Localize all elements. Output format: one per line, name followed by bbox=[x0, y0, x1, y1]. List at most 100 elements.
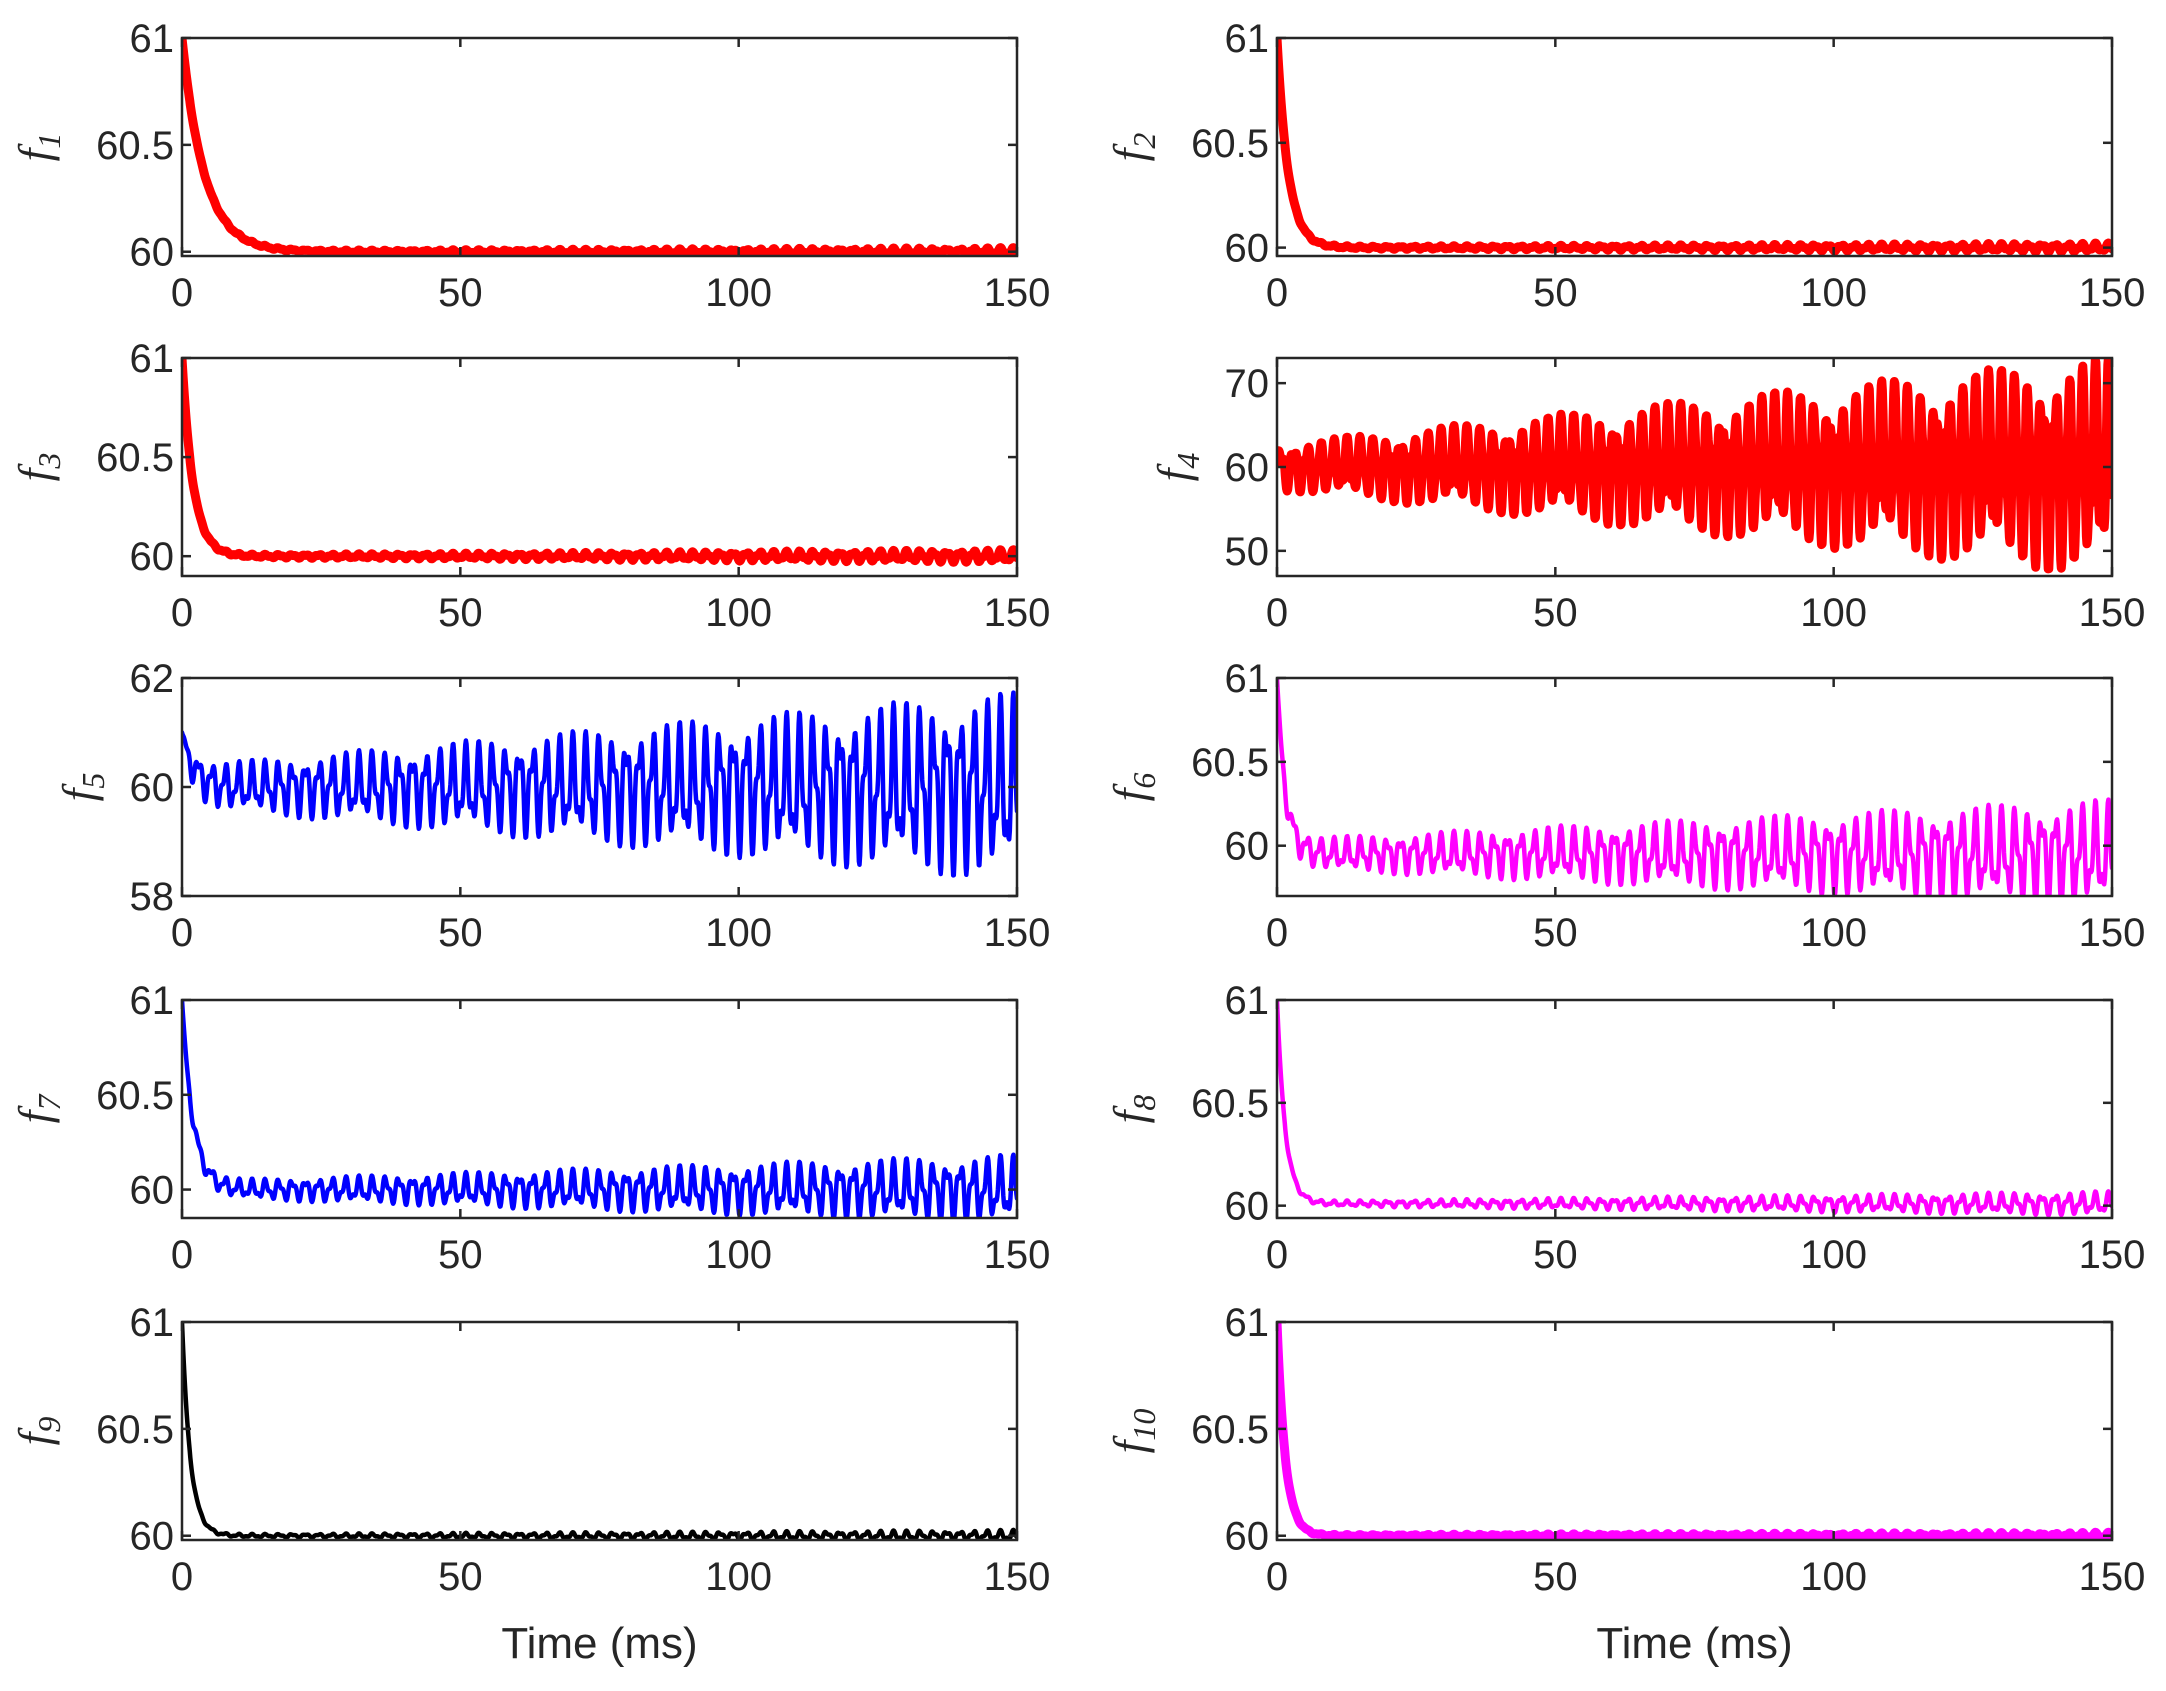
x-tick-label: 50 bbox=[438, 271, 483, 315]
axes-box-f7 bbox=[180, 998, 1019, 1220]
y-tick-label: 61 bbox=[130, 337, 175, 381]
x-axis-label: Time (ms) bbox=[501, 1619, 697, 1668]
y-tick-label: 60 bbox=[1225, 1515, 1270, 1559]
subplot-f5: 0 50 100 150 58 60 62 f5 bbox=[53, 657, 1050, 955]
x-axis-label: Time (ms) bbox=[1596, 1619, 1792, 1668]
x-tick-label: 0 bbox=[1266, 271, 1288, 315]
x-tick-label: 150 bbox=[984, 1233, 1051, 1277]
axes-box-f3 bbox=[180, 356, 1019, 578]
x-tick-label: 150 bbox=[2079, 591, 2146, 635]
y-tick-label: 60.5 bbox=[96, 124, 174, 168]
y-axis-label-f6: f6 bbox=[1104, 773, 1162, 802]
series-line-f5 bbox=[182, 690, 1017, 878]
y-tick-label: 60 bbox=[130, 766, 175, 810]
y-axis-label-f2: f2 bbox=[1104, 133, 1162, 162]
x-tick-label: 50 bbox=[438, 1233, 483, 1277]
y-axis-label-f7: f7 bbox=[9, 1093, 67, 1124]
x-tick-label: 100 bbox=[705, 591, 772, 635]
subplot-f3: 0 50 100 150 60 60.5 61 f3 bbox=[9, 337, 1050, 635]
x-tick-label: 100 bbox=[1800, 911, 1867, 955]
x-tick-label: 150 bbox=[984, 271, 1051, 315]
x-tick-label: 50 bbox=[1533, 1233, 1578, 1277]
y-tick-label: 60.5 bbox=[96, 1074, 174, 1118]
y-tick-label: 60.5 bbox=[1191, 741, 1269, 785]
y-tick-label: 60 bbox=[130, 1515, 175, 1559]
x-tick-label: 150 bbox=[984, 1555, 1051, 1599]
x-tick-label: 0 bbox=[171, 591, 193, 635]
x-tick-label: 150 bbox=[2079, 911, 2146, 955]
axes-box-f6 bbox=[1275, 676, 2114, 898]
x-tick-label: 0 bbox=[171, 1555, 193, 1599]
y-tick-label: 60 bbox=[1225, 227, 1270, 271]
axes-box-f10 bbox=[1275, 1320, 2114, 1542]
series-line-f9 bbox=[182, 1322, 1017, 1540]
x-tick-label: 0 bbox=[1266, 911, 1288, 955]
x-tick-label: 0 bbox=[1266, 591, 1288, 635]
y-tick-label: 61 bbox=[130, 1301, 175, 1345]
x-tick-label: 50 bbox=[1533, 591, 1578, 635]
y-tick-label: 61 bbox=[1225, 17, 1270, 61]
x-tick-label: 150 bbox=[984, 911, 1051, 955]
y-axis-label-f10: f10 bbox=[1104, 1409, 1162, 1454]
axes-box-f2 bbox=[1275, 36, 2114, 258]
series-line-f7 bbox=[182, 1000, 1017, 1218]
x-tick-label: 0 bbox=[1266, 1555, 1288, 1599]
y-tick-label: 60.5 bbox=[1191, 1408, 1269, 1452]
subplot-f7: 0 50 100 150 60 60.5 61 f7 bbox=[9, 979, 1050, 1277]
y-tick-label: 61 bbox=[1225, 1301, 1270, 1345]
series-line-f1 bbox=[182, 38, 1017, 256]
x-tick-label: 100 bbox=[705, 1555, 772, 1599]
subplot-f8: 0 50 100 150 60 60.5 61 f8 bbox=[1104, 979, 2145, 1277]
axes-box-f9 bbox=[180, 1320, 1019, 1542]
x-tick-label: 150 bbox=[2079, 1555, 2146, 1599]
subplot-f1: 0 50 100 150 60 60.5 61 f1 bbox=[9, 17, 1050, 315]
x-tick-label: 150 bbox=[2079, 271, 2146, 315]
x-tick-label: 100 bbox=[705, 1233, 772, 1277]
series-line-f3 bbox=[182, 358, 1017, 567]
x-tick-label: 50 bbox=[438, 591, 483, 635]
y-axis-label-f5: f5 bbox=[53, 773, 111, 802]
x-tick-label: 50 bbox=[1533, 271, 1578, 315]
subplot-f9: 0 50 100 150 60 60.5 61 f9 Time (ms) bbox=[9, 1301, 1050, 1668]
y-tick-label: 60.5 bbox=[1191, 122, 1269, 166]
series-line-f8 bbox=[1277, 1000, 2112, 1218]
y-tick-label: 58 bbox=[130, 875, 175, 919]
subplot-f6: 0 50 100 150 60 60.5 61 f6 bbox=[1104, 657, 2145, 955]
subplot-f10: 0 50 100 150 60 60.5 61 f10 Time (ms) bbox=[1104, 1301, 2145, 1668]
x-tick-label: 0 bbox=[171, 1233, 193, 1277]
x-tick-label: 150 bbox=[984, 591, 1051, 635]
x-tick-label: 150 bbox=[2079, 1233, 2146, 1277]
y-tick-label: 60 bbox=[1225, 446, 1270, 490]
y-tick-label: 60.5 bbox=[96, 436, 174, 480]
series-line-f4 bbox=[1277, 358, 2112, 574]
axes-box-f1 bbox=[180, 36, 1019, 258]
x-tick-label: 0 bbox=[1266, 1233, 1288, 1277]
series-line-f2 bbox=[1277, 38, 2112, 256]
y-tick-label: 61 bbox=[130, 979, 175, 1023]
y-axis-label-f4: f4 bbox=[1148, 453, 1206, 482]
series-line-f10 bbox=[1277, 1322, 2112, 1540]
series-line-f6 bbox=[1277, 678, 2112, 896]
y-tick-label: 60 bbox=[1225, 1185, 1270, 1229]
y-tick-label: 70 bbox=[1225, 362, 1270, 406]
y-axis-label-f8: f8 bbox=[1104, 1095, 1162, 1124]
y-tick-label: 60 bbox=[130, 1169, 175, 1213]
x-tick-label: 100 bbox=[1800, 271, 1867, 315]
axes-box-f8 bbox=[1275, 998, 2114, 1220]
x-tick-label: 100 bbox=[705, 271, 772, 315]
y-tick-label: 60 bbox=[130, 231, 175, 275]
y-tick-label: 61 bbox=[1225, 979, 1270, 1023]
x-tick-label: 50 bbox=[1533, 1555, 1578, 1599]
y-tick-label: 61 bbox=[130, 17, 175, 61]
subplot-f2: 0 50 100 150 60 60.5 61 f2 bbox=[1104, 17, 2145, 315]
y-tick-label: 62 bbox=[130, 657, 175, 701]
y-tick-label: 60 bbox=[1225, 825, 1270, 869]
x-tick-label: 50 bbox=[438, 1555, 483, 1599]
y-tick-label: 60 bbox=[130, 535, 175, 579]
y-tick-label: 50 bbox=[1225, 530, 1270, 574]
x-tick-label: 0 bbox=[171, 271, 193, 315]
x-tick-label: 100 bbox=[1800, 1233, 1867, 1277]
y-axis-label-f1: f1 bbox=[9, 133, 67, 162]
x-tick-label: 50 bbox=[1533, 911, 1578, 955]
